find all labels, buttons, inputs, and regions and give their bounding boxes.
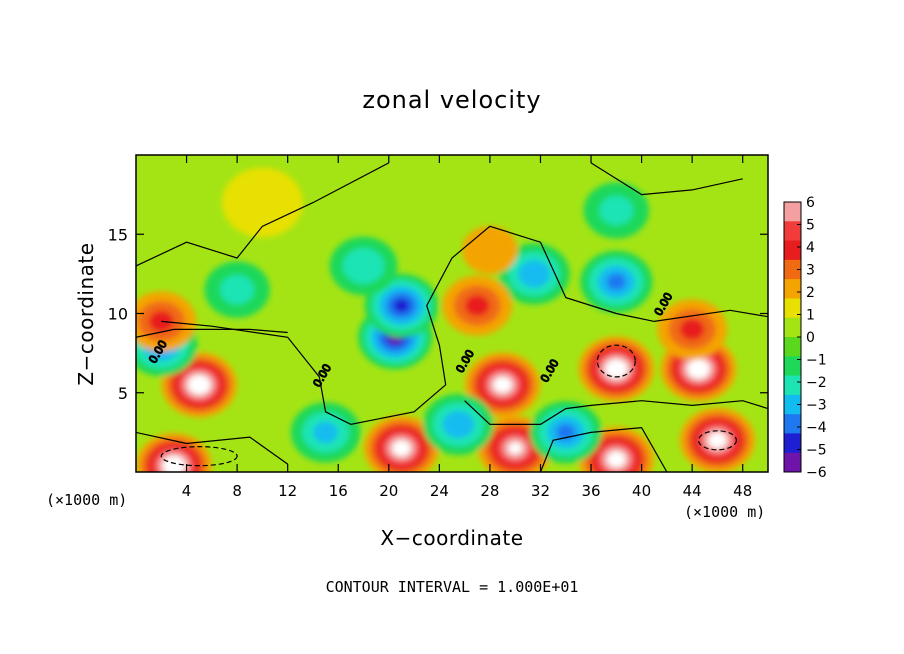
colorbar-swatch <box>784 337 801 357</box>
x-tick-label: 4 <box>182 482 192 500</box>
zero-contour-6 <box>539 426 668 472</box>
x-tick-label: 16 <box>329 482 348 500</box>
field-cell-9 <box>610 453 623 465</box>
colorbar-swatch <box>784 202 801 222</box>
colorbar-tick-label: −1 <box>806 353 827 369</box>
x-tick-label: 44 <box>683 482 702 500</box>
x-tick-label: 20 <box>379 482 398 500</box>
zero-contour-1 <box>426 225 768 323</box>
x-tick-label: 24 <box>430 482 449 500</box>
colorbar-swatch <box>784 221 801 242</box>
x-tick-label: 32 <box>531 482 550 500</box>
field-cell-22 <box>599 195 634 226</box>
colorbar-swatch <box>784 394 801 415</box>
colorbar-tick-label: −3 <box>806 398 827 414</box>
field-cell-23 <box>462 226 518 275</box>
x-tick-label: 36 <box>581 482 600 500</box>
field-cell-5 <box>496 379 509 391</box>
field-cell-11 <box>447 415 470 434</box>
zero-contour-3 <box>590 162 743 196</box>
colorbar-tick-label: 2 <box>806 285 815 301</box>
colorbar-tick-label: 0 <box>806 330 815 346</box>
field-cell-8 <box>508 442 522 455</box>
y-tick-label: 5 <box>118 384 128 403</box>
colorbar-tick-label: 6 <box>806 195 815 211</box>
colorbar-swatch <box>784 240 801 261</box>
field-cell-19 <box>464 294 490 317</box>
chart-title: zonal velocity <box>362 86 542 114</box>
colorbar-tick-label: 5 <box>806 218 815 234</box>
zero-contour-2 <box>136 162 390 267</box>
negative-contour-1 <box>160 446 238 467</box>
field-cell-10 <box>711 434 724 446</box>
y-tick-label: 10 <box>108 305 128 324</box>
field-cell-16 <box>349 253 378 279</box>
colorbar-tick-label: −5 <box>806 443 827 459</box>
colorbar-tick-label: −6 <box>806 465 827 481</box>
negative-contour-2 <box>697 430 737 451</box>
field-cell-24 <box>221 167 303 238</box>
x-axis-label: X−coordinate <box>380 526 524 550</box>
zero-contour-5 <box>464 400 768 425</box>
field-cell-13 <box>313 421 338 444</box>
colorbar-swatch <box>784 279 801 299</box>
colorbar-tick-label: 1 <box>806 308 815 324</box>
field-cell-1 <box>393 298 410 313</box>
field-cell-17 <box>220 274 255 305</box>
field-cell-20 <box>148 310 174 333</box>
field-cell-14 <box>523 264 546 284</box>
field-cell-15 <box>606 273 626 291</box>
contour-interval-label: CONTOUR INTERVAL = 1.000E+01 <box>325 578 579 596</box>
x-tick-label: 8 <box>232 482 242 500</box>
x-unit-label-right: (×1000 m) <box>684 503 766 521</box>
colorbar-swatch <box>784 414 801 434</box>
colorbar-swatch <box>784 356 801 377</box>
x-tick-label: 48 <box>733 482 752 500</box>
field-cell-7 <box>395 442 408 454</box>
colorbar-swatch <box>784 375 801 396</box>
colorbar-swatch <box>784 298 801 319</box>
field-cell-21 <box>679 318 705 341</box>
x-tick-label: 28 <box>480 482 499 500</box>
field-cell-4 <box>610 363 623 375</box>
zero-contour-0 <box>161 305 447 426</box>
field-cell-6 <box>168 460 180 471</box>
y-axis-label: Z−coordinate <box>74 242 98 386</box>
x-tick-label: 12 <box>278 482 297 500</box>
negative-contour-0 <box>596 344 636 378</box>
y-tick-label: 15 <box>108 225 128 244</box>
field-cell-3 <box>692 363 705 375</box>
colorbar-swatch <box>784 452 801 473</box>
colorbar-tick-label: 3 <box>806 263 815 279</box>
x-unit-label-left: (×1000 m) <box>46 491 128 509</box>
colorbar-swatch <box>784 259 801 280</box>
zero-contour-7 <box>136 431 289 465</box>
colorbar-tick-label: −2 <box>806 375 827 391</box>
field-cell-2 <box>193 379 206 390</box>
colorbar-tick-label: −4 <box>806 420 827 436</box>
colorbar-tick-label: 4 <box>806 240 815 256</box>
zero-contour-4 <box>136 328 288 338</box>
colorbar-swatch <box>784 317 801 338</box>
colorbar-swatch <box>784 433 801 454</box>
x-tick-label: 40 <box>632 482 651 500</box>
